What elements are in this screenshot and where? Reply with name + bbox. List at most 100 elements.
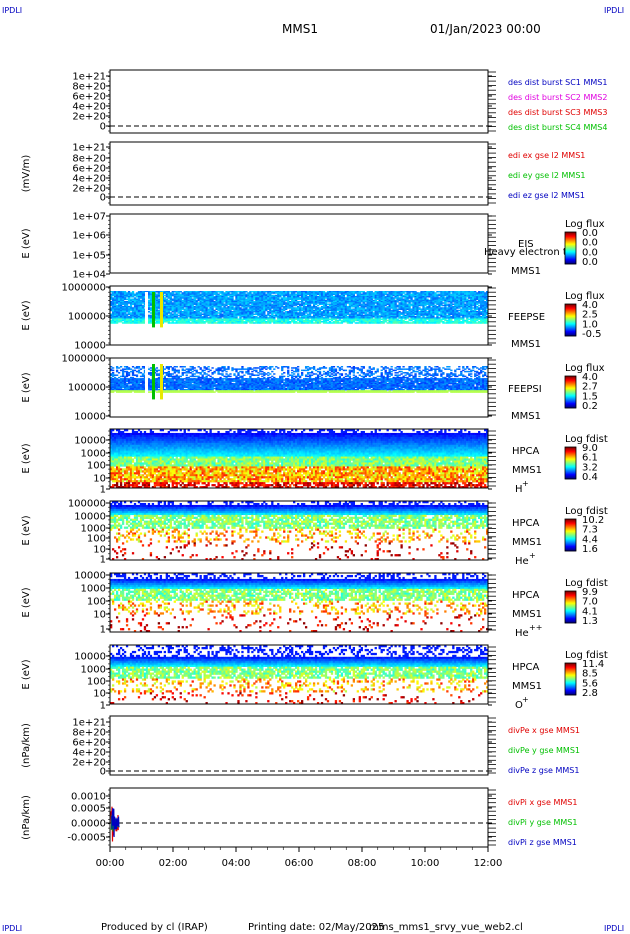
spectrogram-cell [189,303,192,306]
spectrogram-cell [147,292,151,294]
spectrogram-cell [137,299,141,302]
spectrogram-cell [422,322,425,324]
spectrogram-cell [213,292,216,294]
spectrogram-cell [295,291,298,293]
spectrogram-cell [125,309,129,312]
spectrogram-cell [245,322,248,324]
spectrogram-cell [165,319,168,322]
spectrogram-cell [410,319,413,322]
spectrogram-cell [259,322,262,324]
spectrogram-cell [179,295,182,298]
spectrogram-cell [446,322,449,324]
spectrogram-cell [143,304,147,307]
spectrogram-cell [404,312,407,314]
spectrogram-cell [199,319,202,322]
spectrogram-cell [119,375,123,378]
spectrogram-cell [137,310,141,313]
spectrogram-cell [177,308,180,311]
spectrogram-cell [117,299,121,302]
spectrogram-cell [155,310,159,313]
spectrogram-cell [181,293,184,296]
spectrogram-cell [370,322,373,324]
spectrogram-cell [129,322,133,324]
spectrogram-cell [113,294,117,297]
spectrogram-cell [364,305,367,308]
spectrogram-cell [215,298,218,301]
spectrogram-cell [125,318,129,321]
spectrogram-cell [127,312,131,314]
spectrogram-cell [191,308,194,311]
spectrogram-cell [137,319,141,322]
spectrogram-cell [137,300,141,303]
spectrogram-cell [187,319,190,322]
spectrogram-cell [273,312,276,314]
spectrogram-cell [139,305,143,308]
spectrogram-cell [201,319,204,322]
spectrogram-cell [117,303,121,306]
spectrogram-cell [123,292,127,294]
spectrogram-cell [279,295,282,298]
spectrogram-cell [231,322,234,324]
spectrogram-cell [229,312,232,314]
spectrogram-cell [211,312,214,314]
spectrogram-cell [125,319,129,322]
spectrogram-cell [269,322,272,324]
plot-frame-des [109,69,489,134]
spectrogram-cell [143,297,147,299]
spectrogram-cell [111,294,115,297]
spectrogram-cell [173,305,176,308]
spectrogram-cell [316,304,320,307]
spectrogram-cell [133,322,137,324]
spectrogram-cell [167,304,170,307]
spectrogram-cell [251,322,254,324]
y-tick-label: 1e+07 [72,212,106,223]
spectrogram-cell [376,298,379,301]
spectrogram-cell [456,322,459,324]
spectrogram-cell [183,305,186,308]
spectrogram-cell [123,313,127,316]
spectrogram-cell [115,295,119,298]
spectrogram-cell [171,304,174,307]
spectrogram-cell [185,293,188,296]
spectrogram-cell [137,291,141,293]
spectrogram-cell [211,315,214,318]
spectrogram-cell [117,291,121,293]
spectrogram-cell [149,297,153,299]
spectrogram-cell [197,307,200,309]
spectrogram-cell [129,308,133,311]
spectrogram-cell [135,314,139,317]
spectrogram-cell [219,304,222,307]
spectrogram-cell [392,294,395,297]
spectrogram-cell [123,322,127,324]
spectrogram-cell [131,310,135,313]
spectrogram-cell [117,319,121,322]
spectrogram-cell [127,297,131,299]
spectrogram-cell [207,300,210,303]
spectrogram-cell [227,292,230,294]
spectrogram-cell [123,302,127,304]
spectrogram-cell [203,318,206,321]
spectrogram-cell [165,309,168,312]
spectrogram-cell [193,300,196,303]
spectrogram-cell [356,319,359,322]
spectrogram-cell [185,319,188,322]
spectrogram-cell [165,304,168,307]
spectrogram-cell [177,292,180,294]
spectrogram-cell [352,305,356,308]
spectrogram-cell [219,318,222,321]
spectrogram-cell [217,314,220,317]
spectrogram-cell [223,317,226,319]
spectrogram-cell [221,320,224,323]
spectrogram-cell [165,307,168,309]
spectrogram-cell [111,298,115,301]
spectrogram-cell [173,291,176,293]
spectrogram-cell [199,298,202,301]
spectrogram-cell [219,319,222,322]
spectrogram-cell [181,303,184,306]
spectrogram-cell [203,294,206,297]
spectrogram-cell [225,302,228,304]
legend-entry: des dist burst SC4 MMS4 [508,123,607,132]
spectrogram-cell [133,293,137,296]
spectrogram-cell [181,294,184,297]
